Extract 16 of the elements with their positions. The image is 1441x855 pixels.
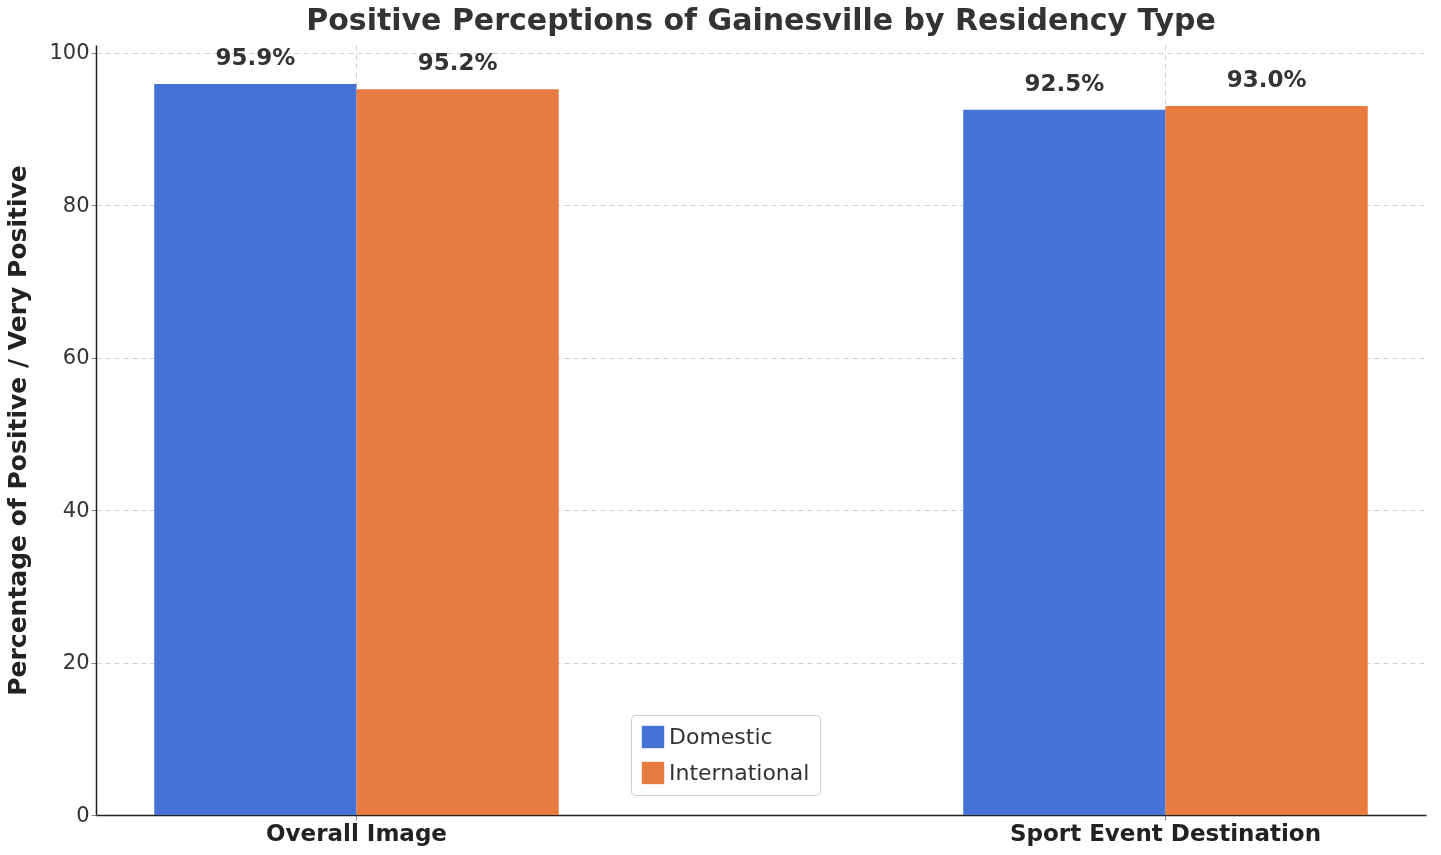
- y-axis-title: Percentage of Positive / Very Positive: [3, 165, 33, 696]
- y-tick-label: 20: [62, 650, 90, 675]
- y-tick-label: 0: [76, 802, 90, 827]
- data-label: 92.5%: [1024, 69, 1105, 96]
- x-tick-label: Overall Image: [266, 819, 447, 846]
- x-tick-label: Sport Event Destination: [1009, 819, 1322, 846]
- y-tick-label: 40: [62, 497, 90, 522]
- y-tick-label: 100: [49, 40, 90, 65]
- legend-label: Domestic: [669, 724, 773, 749]
- legend-label: International: [669, 760, 810, 785]
- y-tick-label: 60: [62, 345, 90, 370]
- data-label: 93.0%: [1226, 65, 1307, 92]
- chart-title: Positive Perceptions of Gainesville by Residency Type: [306, 1, 1216, 37]
- y-tick-label: 80: [62, 192, 90, 217]
- data-label: 95.2%: [417, 49, 498, 76]
- data-label: 95.9%: [215, 43, 296, 70]
